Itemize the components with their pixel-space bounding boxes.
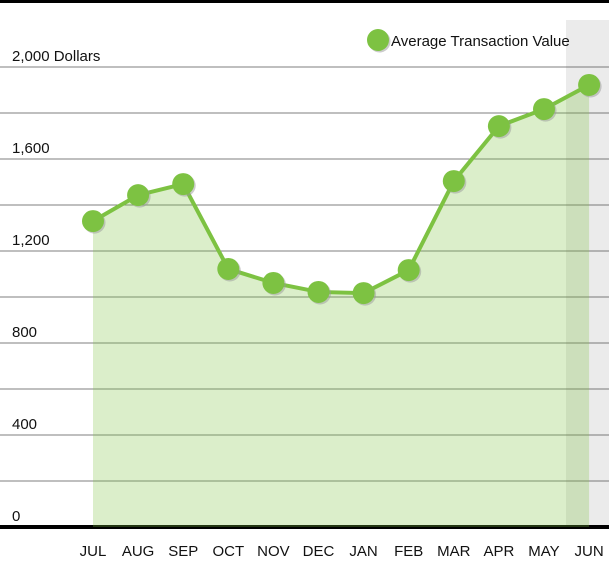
x-tick-label: NOV: [257, 543, 290, 560]
point: [172, 173, 195, 196]
point: [127, 184, 150, 207]
x-tick-label: AUG: [122, 543, 155, 560]
plot: [82, 73, 602, 527]
point: [217, 257, 240, 280]
point: [533, 98, 555, 121]
point: [487, 115, 510, 138]
grid: [0, 66, 609, 529]
x-tick-label: MAY: [528, 543, 559, 560]
y-tick-label: 1,200: [12, 232, 50, 249]
x-tick-label: OCT: [212, 543, 244, 560]
x-tick-label: SEP: [168, 543, 198, 560]
x-tick-label: APR: [483, 543, 514, 560]
point: [397, 259, 420, 282]
labels: 0 400 800 1,200 1,600 2,000 Dollars JUL AUG SEP O…: [12, 29, 604, 560]
x-tick-label: JAN: [349, 543, 377, 560]
x-tick-label: FEB: [394, 543, 423, 560]
y-tick-label: 1,600: [12, 140, 50, 157]
legend-swatch: [367, 29, 389, 51]
x-tick-label: JUN: [575, 543, 604, 560]
area: [93, 84, 590, 527]
point: [578, 73, 601, 96]
y-tick-label: 0: [12, 508, 20, 525]
point: [442, 170, 465, 193]
legend-label: Average Transaction Value: [391, 33, 570, 50]
top-rule: [0, 0, 609, 3]
point: [82, 210, 104, 233]
x-tick-label: DEC: [303, 543, 335, 560]
y-tick-label: 800: [12, 324, 37, 341]
point: [262, 271, 285, 294]
x-tick-label: JUL: [80, 543, 107, 560]
y-tick-label: 2,000 Dollars: [12, 48, 100, 65]
highlight-band: [566, 20, 609, 527]
point: [307, 280, 330, 303]
point: [352, 282, 375, 305]
x-tick-label: MAR: [437, 543, 471, 560]
y-tick-label: 400: [12, 416, 37, 433]
